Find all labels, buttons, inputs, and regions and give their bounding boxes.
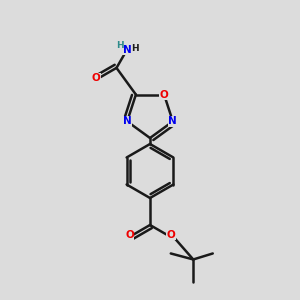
Text: N: N [169,116,177,126]
Text: O: O [167,230,176,240]
Text: H: H [116,41,123,50]
Text: O: O [160,90,169,100]
Text: O: O [125,230,134,241]
Text: N: N [123,116,131,126]
Text: N: N [123,45,131,55]
Text: H: H [131,44,138,53]
Text: O: O [92,74,100,83]
